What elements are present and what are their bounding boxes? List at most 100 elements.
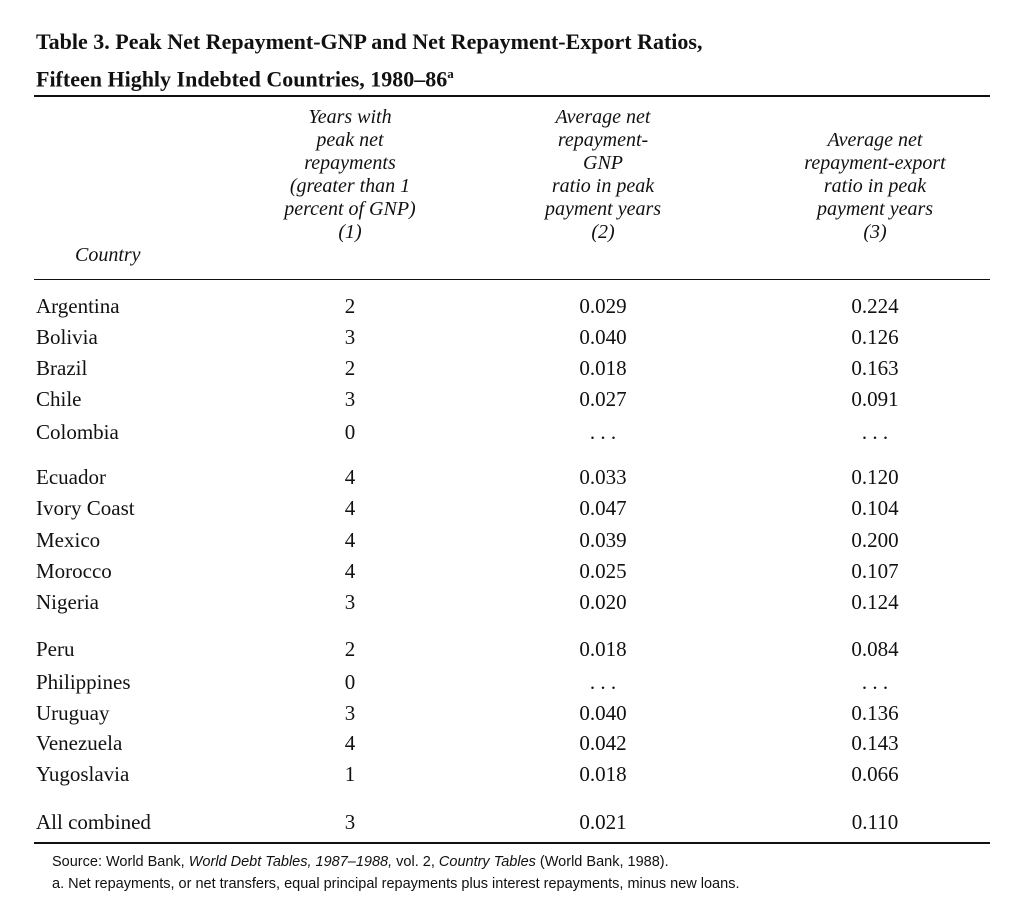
- cell-country: Morocco: [36, 559, 112, 583]
- cell-gnp-ratio: . . .: [589, 420, 617, 444]
- cell-gnp-ratio: 0.027: [579, 387, 627, 411]
- cell-export-ratio: 0.163: [851, 356, 899, 380]
- header-col-1-line: percent of GNP): [284, 198, 416, 220]
- header-col-1: Years with peak net repayments (greater …: [235, 106, 465, 244]
- cell-gnp-ratio: . . .: [589, 670, 617, 694]
- cell-country: Brazil: [36, 356, 88, 380]
- header-country: Country: [75, 244, 141, 266]
- table-row: Argentina 2 0.029 0.224: [0, 291, 1030, 321]
- cell-years: 3: [344, 325, 356, 349]
- cell-country: Peru: [36, 637, 75, 661]
- cell-gnp-ratio: 0.018: [579, 762, 627, 786]
- table-notes: Source: World Bank, World Debt Tables, 1…: [52, 851, 739, 895]
- table-row: Chile 3 0.027 0.091: [0, 384, 1030, 414]
- cell-export-ratio: 0.066: [851, 762, 899, 786]
- header-col-1-line: repayments: [304, 152, 396, 174]
- cell-export-ratio: 0.084: [851, 637, 899, 661]
- bottom-rule: [34, 842, 990, 844]
- table-title: Table 3. Peak Net Repayment-GNP and Net …: [36, 26, 702, 95]
- header-col-3-line: ratio in peak: [823, 175, 927, 197]
- header-col-3-line: payment years: [816, 198, 934, 220]
- cell-country: Mexico: [36, 528, 101, 552]
- cell-export-ratio: 0.091: [851, 387, 899, 411]
- cell-country: Ivory Coast: [36, 496, 135, 520]
- table-row: Philippines 0 . . . . . .: [0, 667, 1030, 697]
- cell-years: 0: [344, 670, 356, 694]
- cell-gnp-ratio: 0.042: [579, 731, 627, 755]
- cell-country: Colombia: [36, 420, 119, 444]
- cell-country: Argentina: [36, 294, 120, 318]
- table-title-line-1: Table 3. Peak Net Repayment-GNP and Net …: [36, 29, 703, 54]
- cell-gnp-ratio: 0.018: [579, 637, 627, 661]
- cell-years: 1: [344, 762, 356, 786]
- source-suffix: (World Bank, 1988).: [535, 854, 669, 870]
- cell-export-ratio: 0.126: [851, 325, 899, 349]
- cell-country: Philippines: [36, 670, 131, 694]
- cell-export-ratio: 0.120: [851, 465, 899, 489]
- cell-export-ratio: 0.136: [851, 701, 899, 725]
- cell-export-ratio: 0.104: [851, 496, 899, 520]
- header-col-1-line: Years with: [308, 106, 392, 128]
- table-row: Yugoslavia 1 0.018 0.066: [0, 759, 1030, 789]
- table-title-line-2: Fifteen Highly Indebted Countries, 1980–…: [36, 66, 448, 92]
- cell-gnp-ratio: 0.029: [579, 294, 627, 318]
- header-col-2-line: (2): [591, 221, 615, 243]
- cell-country: Ecuador: [36, 465, 106, 489]
- cell-country: Chile: [36, 387, 82, 411]
- header-col-2-line: ratio in peak: [551, 175, 655, 197]
- header-col-3: Average net repayment-export ratio in pe…: [745, 129, 1005, 244]
- cell-export-ratio: 0.124: [851, 590, 899, 614]
- source-note: Source: World Bank, World Debt Tables, 1…: [52, 851, 739, 873]
- cell-years: 3: [344, 387, 356, 411]
- source-middle: vol. 2,: [392, 854, 439, 870]
- cell-years: 4: [344, 465, 356, 489]
- cell-export-ratio: 0.110: [851, 810, 899, 834]
- table-row: Nigeria 3 0.020 0.124: [0, 587, 1030, 617]
- header-col-2-line: payment years: [544, 198, 662, 220]
- cell-country: Venezuela: [36, 731, 123, 755]
- cell-years: 2: [344, 356, 356, 380]
- title-footnote-marker: a: [447, 66, 454, 81]
- cell-years: 4: [344, 496, 356, 520]
- header-col-2-line: GNP: [583, 152, 623, 174]
- footnote-a: a. Net repayments, or net transfers, equ…: [52, 876, 740, 892]
- cell-export-ratio: . . .: [861, 420, 889, 444]
- table-row: Ecuador 4 0.033 0.120: [0, 462, 1030, 492]
- cell-country: Bolivia: [36, 325, 98, 349]
- cell-years: 0: [344, 420, 356, 444]
- cell-country: Yugoslavia: [36, 762, 130, 786]
- header-col-1-line: (greater than 1: [289, 175, 411, 197]
- header-col-1-line: (1): [338, 221, 362, 243]
- header-col-3-line: Average net: [827, 129, 923, 151]
- cell-gnp-ratio: 0.025: [579, 559, 627, 583]
- header-col-3-line: (3): [863, 221, 887, 243]
- cell-years: 4: [344, 559, 356, 583]
- table-row-total: All combined 3 0.021 0.110: [0, 807, 1030, 837]
- cell-years: 4: [344, 528, 356, 552]
- table-row: Peru 2 0.018 0.084: [0, 634, 1030, 664]
- source-title-2: Country Tables: [438, 854, 536, 870]
- table-row: Brazil 2 0.018 0.163: [0, 353, 1030, 383]
- cell-export-ratio: 0.224: [851, 294, 899, 318]
- table-row: Venezuela 4 0.042 0.143: [0, 728, 1030, 758]
- cell-gnp-ratio: 0.018: [579, 356, 627, 380]
- cell-years: 2: [344, 637, 356, 661]
- cell-country: Nigeria: [36, 590, 99, 614]
- table-row: Bolivia 3 0.040 0.126: [0, 322, 1030, 352]
- source-title: World Debt Tables, 1987–1988,: [188, 854, 393, 870]
- cell-gnp-ratio: 0.047: [579, 496, 627, 520]
- header-col-3-line: repayment-export: [804, 152, 946, 174]
- cell-years: 3: [344, 701, 356, 725]
- cell-years: 3: [344, 590, 356, 614]
- cell-gnp-ratio: 0.033: [579, 465, 627, 489]
- top-rule: [34, 95, 990, 97]
- cell-export-ratio: . . .: [861, 670, 889, 694]
- cell-gnp-ratio: 0.039: [579, 528, 627, 552]
- cell-export-ratio: 0.107: [851, 559, 899, 583]
- header-rule: [34, 279, 990, 280]
- header-col-1-line: peak net: [316, 129, 384, 151]
- header-col-2-line: Average net: [555, 106, 651, 128]
- table-row: Uruguay 3 0.040 0.136: [0, 698, 1030, 728]
- cell-years: 3: [344, 810, 356, 834]
- table-row: Ivory Coast 4 0.047 0.104: [0, 493, 1030, 523]
